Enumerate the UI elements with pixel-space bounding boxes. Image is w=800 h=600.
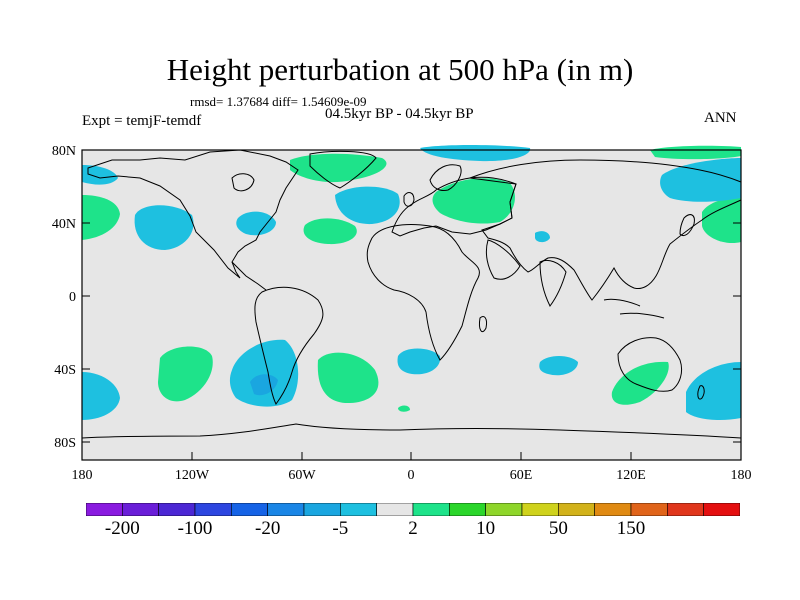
colorbar-swatch bbox=[521, 503, 559, 516]
coast-india bbox=[539, 259, 567, 307]
lat-label-40s: 40S bbox=[54, 363, 76, 378]
patch-neg-pacific-40n bbox=[134, 205, 194, 250]
coast-indonesia bbox=[603, 298, 665, 319]
coast-uk bbox=[403, 192, 415, 207]
patch-pos-na-arctic bbox=[290, 153, 387, 183]
patch-neg-us-east bbox=[236, 211, 276, 236]
coast-japan bbox=[679, 214, 695, 237]
patch-neg-alaska bbox=[82, 165, 118, 185]
patch-pos-atlantic-40n bbox=[303, 218, 357, 245]
anomaly-patches bbox=[82, 145, 741, 420]
coast-hudson-bay bbox=[231, 173, 255, 192]
colorbar-swatch bbox=[86, 503, 123, 516]
patch-neg-na-high bbox=[420, 145, 531, 162]
lon-label-60e: 60E bbox=[510, 468, 533, 483]
lat-label-40n: 40N bbox=[52, 217, 76, 232]
period-label: 04.5kyr BP - 04.5kyr BP bbox=[325, 106, 474, 122]
lon-label-0: 0 bbox=[408, 468, 415, 483]
map-background bbox=[82, 150, 741, 460]
colorbar-swatch bbox=[267, 503, 305, 516]
colorbar-swatch bbox=[449, 503, 486, 516]
colorbar-label: -200 bbox=[104, 518, 140, 539]
coast-central-america bbox=[231, 261, 267, 291]
patch-pos-pacific-east bbox=[702, 197, 741, 244]
coast-south-america bbox=[254, 286, 324, 405]
coast-new-zealand bbox=[697, 385, 705, 400]
coastlines bbox=[81, 149, 742, 439]
patch-pos-south-pacific bbox=[158, 346, 213, 402]
lon-label-60w: 60W bbox=[288, 468, 316, 483]
coast-africa bbox=[366, 224, 480, 361]
colorbar-label: -5 bbox=[332, 518, 349, 539]
colorbar-swatch bbox=[231, 503, 268, 516]
coast-madagascar bbox=[479, 315, 487, 333]
colorbar-label: -20 bbox=[254, 518, 281, 539]
colorbar bbox=[86, 503, 740, 516]
colorbar-swatch bbox=[376, 503, 414, 516]
colorbar-label: 150 bbox=[616, 518, 646, 539]
patch-pos-pacific-west bbox=[82, 195, 120, 240]
colorbar-swatch bbox=[630, 503, 668, 516]
colorbar-swatch bbox=[122, 503, 159, 516]
colorbar-swatch bbox=[485, 503, 523, 516]
patch-pos-south-atlantic bbox=[317, 352, 379, 404]
lon-label-120e: 120E bbox=[616, 468, 646, 483]
patch-neg-south-atlantic-sa bbox=[229, 339, 299, 407]
patch-neg-sw-pacific-west bbox=[82, 372, 120, 420]
season-label: ANN bbox=[704, 110, 737, 126]
patch-neg-sw-pacific-east bbox=[686, 362, 741, 420]
stats-line: rmsd= 1.37684 diff= 1.54609e-09 bbox=[190, 94, 367, 109]
experiment-label: Expt = temjF-temdf bbox=[82, 113, 202, 129]
colorbar-swatch bbox=[594, 503, 632, 516]
colorbar-label: 2 bbox=[408, 518, 418, 539]
patch-pos-arctic-east bbox=[650, 145, 741, 160]
colorbar-swatch bbox=[340, 503, 377, 516]
lon-label-180w: 180 bbox=[72, 468, 93, 483]
patch-pos-australia bbox=[611, 361, 669, 405]
coast-asia bbox=[468, 159, 742, 301]
coast-greenland bbox=[309, 150, 377, 189]
coast-antarctica bbox=[81, 423, 742, 439]
colorbar-label: 50 bbox=[548, 518, 568, 539]
patch-neg-indian bbox=[539, 356, 578, 376]
patch-neg-nw-pacific bbox=[660, 158, 741, 202]
coast-arabia bbox=[485, 239, 521, 280]
patch-pos-small-so bbox=[398, 405, 410, 412]
lon-label-120w: 120W bbox=[175, 468, 210, 483]
map-title: Height perturbation at 500 hPa (in m) bbox=[166, 52, 634, 87]
lat-label-80n: 80N bbox=[52, 144, 76, 159]
patch-neg-africa-south bbox=[397, 348, 441, 375]
coast-scandinavia bbox=[429, 164, 462, 191]
colorbar-swatch bbox=[303, 503, 341, 516]
colorbar-swatch bbox=[703, 503, 740, 516]
patch-neg-atlantic-50n bbox=[335, 186, 400, 225]
patch-neg-china bbox=[535, 231, 550, 243]
tick-marks bbox=[82, 149, 741, 460]
colorbar-swatch bbox=[412, 503, 450, 516]
colorbar-swatch bbox=[194, 503, 232, 516]
coast-australia bbox=[617, 337, 683, 392]
lon-label-180e: 180 bbox=[731, 468, 752, 483]
colorbar-label: -100 bbox=[177, 518, 213, 539]
colorbar-swatch bbox=[158, 503, 196, 516]
lat-label-0: 0 bbox=[69, 290, 76, 305]
colorbar-label: 10 bbox=[476, 518, 496, 539]
lat-label-80s: 80S bbox=[54, 436, 76, 451]
patch-pos-europe bbox=[432, 178, 515, 224]
colorbar-swatch bbox=[558, 503, 595, 516]
colorbar-swatch bbox=[667, 503, 704, 516]
coast-north-america bbox=[87, 149, 299, 279]
